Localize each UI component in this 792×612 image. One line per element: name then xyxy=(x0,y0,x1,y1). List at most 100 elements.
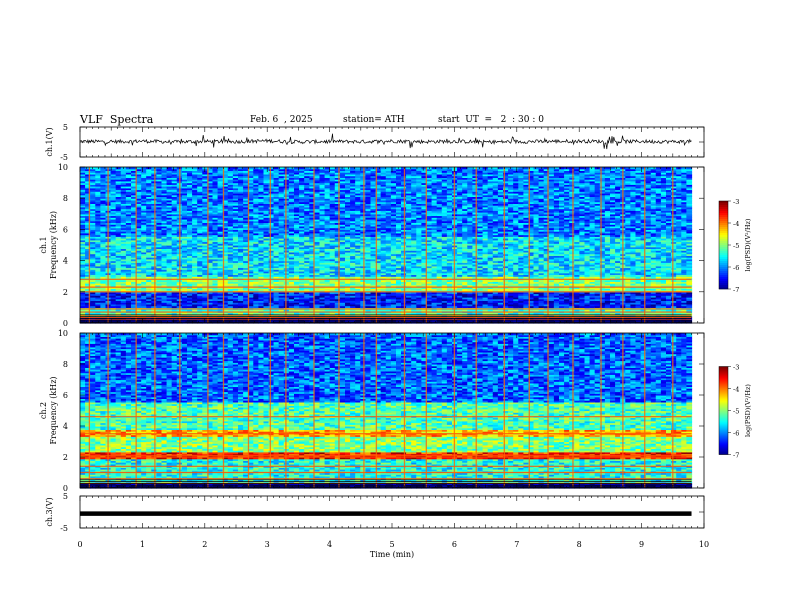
spectrogram-cell xyxy=(100,229,107,232)
spectrogram-cell xyxy=(278,267,285,270)
spectrogram-cell xyxy=(309,220,315,223)
spectrogram-cell xyxy=(115,303,122,307)
spectrogram-cell xyxy=(110,279,117,282)
spectrogram-cell xyxy=(146,274,152,277)
spectrogram-cell xyxy=(141,302,147,305)
spectrogram-cell xyxy=(273,198,280,201)
spectrogram-cell xyxy=(80,253,86,256)
spectrogram-cell xyxy=(263,227,270,230)
spectrogram-cell xyxy=(141,297,147,300)
spectrogram-cell xyxy=(273,274,280,277)
spectrogram-cell xyxy=(202,191,208,194)
spectrogram-cell xyxy=(131,246,137,249)
spectrogram-cell xyxy=(125,232,132,236)
spectrogram-cell xyxy=(95,284,101,288)
spectrogram-cell xyxy=(243,177,249,180)
spectrogram-cell xyxy=(278,180,285,184)
spectrogram-cell xyxy=(243,260,249,263)
spectrogram-cell xyxy=(299,291,305,295)
spectrogram-cell xyxy=(187,193,193,196)
spectrogram-cell xyxy=(304,312,310,315)
spectrogram-cell xyxy=(115,279,122,282)
spectrogram-cell xyxy=(258,172,265,175)
spectrogram-cell xyxy=(100,284,107,288)
spectrogram-cell xyxy=(95,173,101,177)
spectrogram-cell xyxy=(187,295,193,298)
spectrogram-cell xyxy=(238,184,244,187)
spectrogram-cell xyxy=(283,232,290,236)
spectrogram-cell xyxy=(95,198,101,201)
spectrogram-cell xyxy=(136,194,142,197)
spectrogram-cell xyxy=(243,208,249,211)
spectrogram-cell xyxy=(161,189,168,192)
spectrogram-cell xyxy=(248,253,254,256)
spectrogram-cell xyxy=(110,224,117,227)
spectrogram-cell xyxy=(299,258,305,262)
spectrogram-cell xyxy=(187,229,193,232)
spectrogram-cell xyxy=(278,279,285,282)
spectrogram-cell xyxy=(136,199,142,203)
spectrogram-cell xyxy=(278,295,285,298)
spectrogram-cell xyxy=(125,274,132,277)
spectrogram-cell xyxy=(90,177,96,180)
spectrogram-cell xyxy=(202,189,208,192)
spectrogram-cell xyxy=(248,180,254,184)
spectrogram-cell xyxy=(207,172,214,175)
spectrogram-cell xyxy=(136,241,142,244)
spectrogram-cell xyxy=(268,168,275,171)
spectrogram-cell xyxy=(95,206,101,210)
spectrogram-cell xyxy=(110,305,117,308)
spectrogram-cell xyxy=(304,234,310,237)
spectrogram-cell xyxy=(146,225,152,229)
spectrogram-cell xyxy=(202,238,208,241)
spectrogram-cell xyxy=(156,224,163,227)
spectrogram-cell xyxy=(80,213,86,217)
spectrogram-cell xyxy=(294,265,300,269)
spectrogram-cell xyxy=(197,293,203,296)
spectrogram-cell xyxy=(151,173,157,177)
spectrogram-cell xyxy=(125,199,132,203)
spectrogram-cell xyxy=(273,267,280,270)
spectrogram-cell xyxy=(120,232,127,236)
spectrogram-cell xyxy=(156,303,163,307)
spectrogram-cell xyxy=(80,264,86,267)
spectrogram-cell xyxy=(294,243,300,246)
spectrogram-cell xyxy=(136,276,142,279)
spectrogram-cell xyxy=(131,236,137,239)
spectrogram-cell xyxy=(212,187,219,191)
spectrogram-cell xyxy=(80,276,86,279)
spectrogram-cell xyxy=(263,251,270,255)
spectrogram-cell xyxy=(90,199,96,203)
spectrogram-cell xyxy=(80,279,86,282)
spectrogram-cell xyxy=(283,241,290,244)
spectrogram-cell xyxy=(141,258,147,262)
spectrogram-cell xyxy=(136,279,142,282)
spectrogram-cell xyxy=(95,201,101,204)
spectrogram-cell xyxy=(85,170,91,173)
spectrogram-cell xyxy=(248,248,254,251)
spectrogram-cell xyxy=(268,193,275,196)
spectrogram-cell xyxy=(156,191,163,194)
spectrogram-cell xyxy=(166,177,173,180)
spectrogram-cell xyxy=(100,167,107,170)
spectrogram-cell xyxy=(263,297,270,300)
spectrogram-cell xyxy=(151,182,157,185)
spectrogram-cell xyxy=(141,173,147,177)
spectrogram-cell xyxy=(232,243,239,246)
spectrogram-cell xyxy=(85,302,91,305)
spectrogram-cell xyxy=(166,251,173,255)
spectrogram-cell xyxy=(258,248,265,251)
spectrogram-cell xyxy=(151,194,157,197)
spectrogram-cell xyxy=(202,283,208,286)
spectrogram-cell xyxy=(125,187,132,191)
spectrogram-cell xyxy=(294,168,300,171)
spectrogram-cell xyxy=(273,212,280,215)
spectrogram-cell xyxy=(141,206,147,210)
spectrogram-cell xyxy=(288,248,295,251)
spectrogram-cell xyxy=(238,227,244,230)
spectrogram-cell xyxy=(253,309,259,312)
spectrogram-cell xyxy=(243,186,249,189)
spectrogram-cell xyxy=(136,245,142,248)
spectrogram-cell xyxy=(238,319,244,322)
spectrogram-cell xyxy=(232,232,239,236)
